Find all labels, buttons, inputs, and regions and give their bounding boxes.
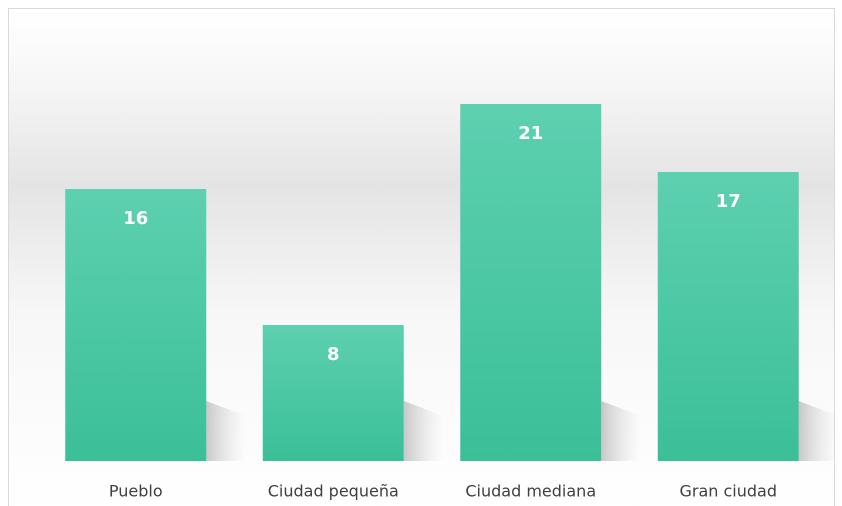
x-tick-label: Ciudad mediana: [465, 482, 596, 501]
x-tick-label: Gran ciudad: [679, 482, 777, 501]
bar-shadow: [206, 401, 247, 461]
x-tick-label: Ciudad pequeña: [268, 482, 399, 501]
bar-shadow: [798, 401, 839, 461]
bar: [262, 325, 404, 461]
data-label: 17: [716, 191, 741, 212]
data-label: 8: [327, 344, 340, 365]
bar-shadow: [601, 401, 642, 461]
x-tick-label: Pueblo: [109, 482, 163, 501]
data-label: 21: [518, 123, 543, 144]
bar: [460, 104, 602, 461]
bar: [65, 189, 207, 461]
data-label: 16: [123, 208, 148, 229]
bar-shadow: [403, 401, 444, 461]
bar: [657, 172, 799, 461]
